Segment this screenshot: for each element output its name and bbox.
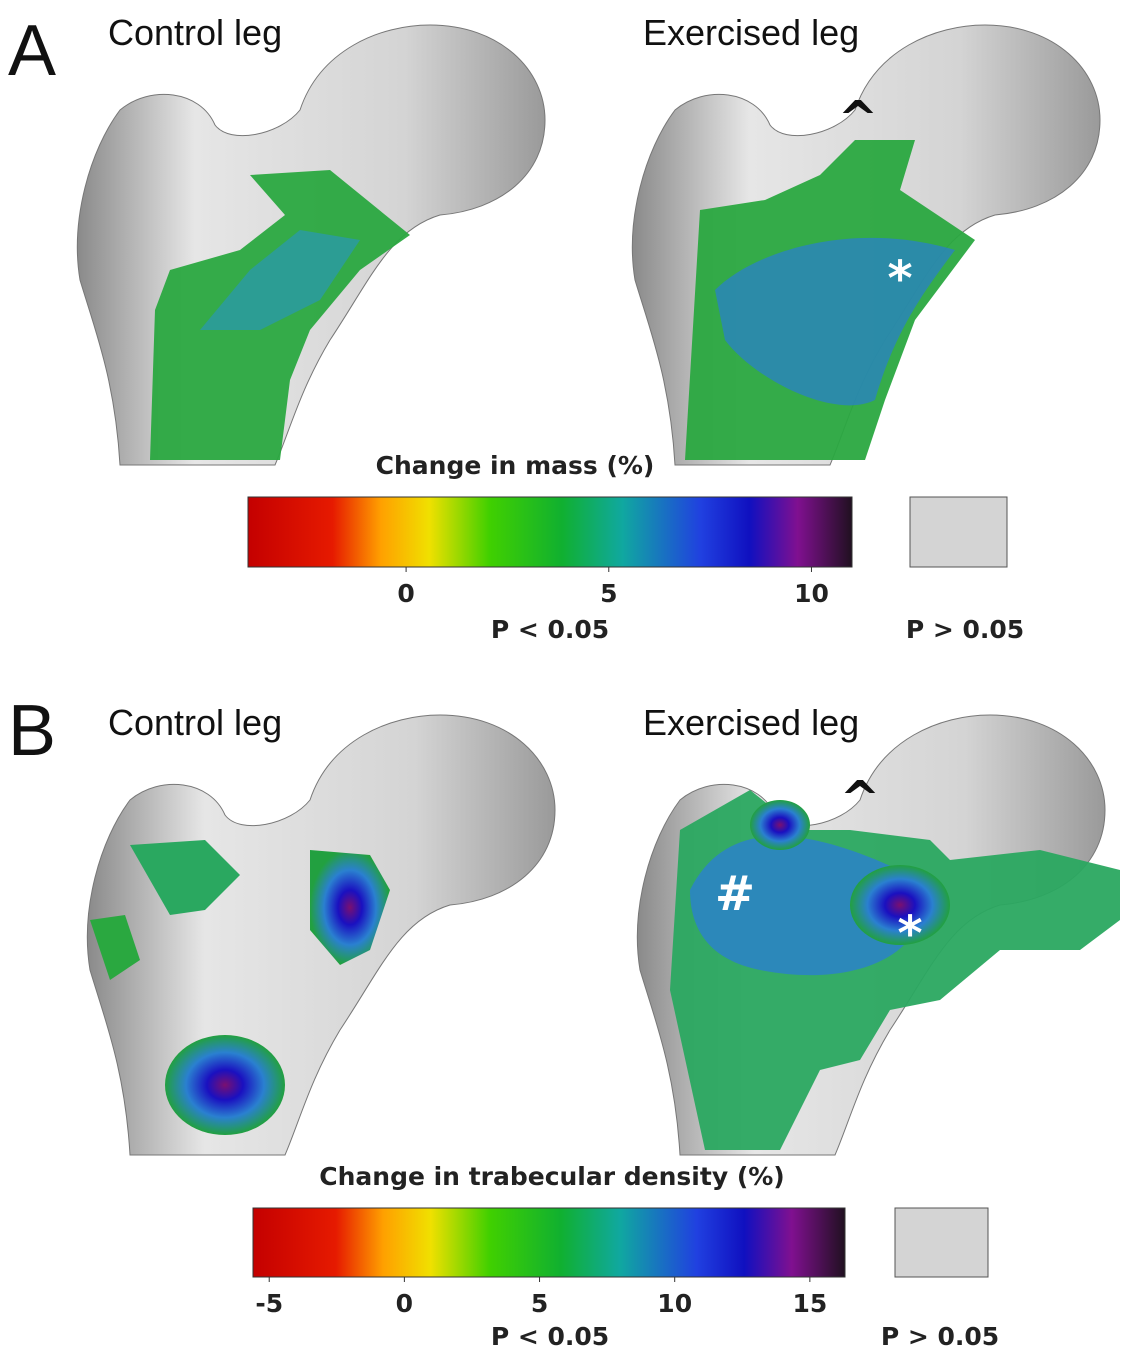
panel-label: B [8,691,56,771]
left-title: Control leg [108,12,282,53]
annotation: ^ [838,91,878,147]
left-title: Control leg [108,702,282,743]
figure: A Control leg Exercised leg ^ * Change i… [0,0,1134,1351]
annotation: # [715,866,755,922]
p-label: P > 0.05 [906,615,1024,644]
colorbar-tick-label: 5 [600,579,617,608]
annotation: * [897,906,922,962]
colorbar [253,1208,845,1277]
colorbar-tick-label: 10 [794,579,829,608]
colorbar-tick-label: 10 [657,1289,692,1318]
annotation: ^ [840,771,880,827]
colorbar [248,497,852,567]
nonsignificant-swatch [895,1208,988,1277]
colorbar-tick-label: 15 [792,1289,827,1318]
right-title: Exercised leg [643,12,859,53]
colorbar-tick-label: 0 [396,1289,413,1318]
p-label: P < 0.05 [491,615,609,644]
colorbar-tick-label: -5 [255,1289,283,1318]
colorbar-tick-label: 0 [397,579,414,608]
panel-a: A Control leg Exercised leg ^ * Change i… [8,11,1100,644]
heatmap-region [165,1035,285,1135]
p-label: P < 0.05 [491,1322,609,1351]
colorbar-title: Change in mass (%) [376,451,655,480]
annotation: * [887,251,912,307]
panel-b: B Control leg Exercised leg ^ # * Change… [8,691,1120,1351]
colorbar-title: Change in trabecular density (%) [319,1162,784,1191]
right-title: Exercised leg [643,702,859,743]
colorbar-tick-label: 5 [531,1289,548,1318]
p-label: P > 0.05 [881,1322,999,1351]
panel-label: A [8,11,56,91]
heatmap-region [750,800,810,850]
nonsignificant-swatch [910,497,1007,567]
